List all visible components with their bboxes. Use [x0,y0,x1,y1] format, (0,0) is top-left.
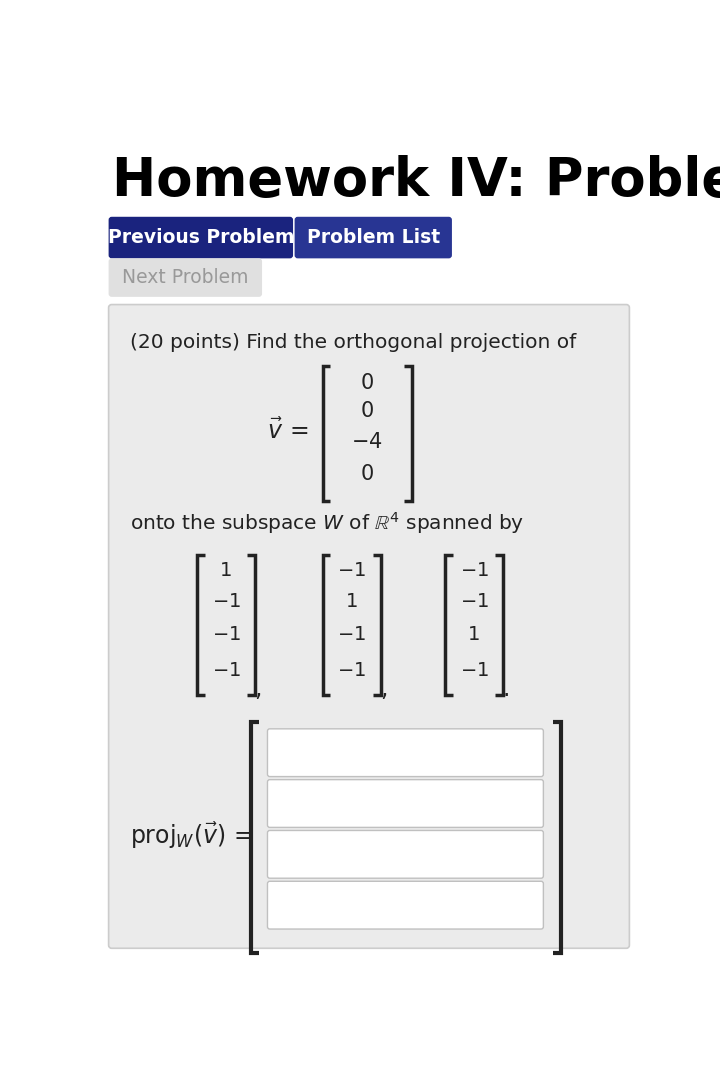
Text: $-1$: $-1$ [459,591,488,611]
Text: $-1$: $-1$ [337,661,366,679]
FancyBboxPatch shape [267,729,544,776]
FancyBboxPatch shape [109,258,262,297]
Text: Previous Problem: Previous Problem [107,228,294,247]
FancyBboxPatch shape [267,831,544,878]
Text: 0: 0 [361,401,374,420]
Text: ,: , [380,677,387,701]
Text: Problem List: Problem List [307,228,440,247]
FancyBboxPatch shape [294,217,452,258]
Text: 0: 0 [361,373,374,393]
Text: Next Problem: Next Problem [122,268,248,287]
Text: $-1$: $-1$ [337,561,366,579]
Text: $-1$: $-1$ [212,626,240,644]
Text: $-1$: $-1$ [459,561,488,579]
FancyBboxPatch shape [267,779,544,828]
Text: $-1$: $-1$ [337,626,366,644]
FancyBboxPatch shape [267,882,544,929]
Text: ,: , [254,677,262,701]
Text: .: . [503,677,510,701]
Text: (20 points) Find the orthogonal projection of: (20 points) Find the orthogonal projecti… [130,333,577,352]
Text: $\vec{v}\,=$: $\vec{v}\,=$ [267,419,309,444]
Text: onto the subspace $W$ of $\mathbb{R}^4$ spanned by: onto the subspace $W$ of $\mathbb{R}^4$ … [130,511,525,536]
FancyBboxPatch shape [109,217,293,258]
Text: $\mathrm{proj}_W(\vec{v})\,=$: $\mathrm{proj}_W(\vec{v})\,=$ [130,820,253,851]
Text: $-1$: $-1$ [459,661,488,679]
Text: 1: 1 [220,561,232,579]
Text: Homework IV: Problem 5: Homework IV: Problem 5 [112,156,720,207]
Text: 1: 1 [468,626,480,644]
Text: 1: 1 [346,591,358,611]
Text: 0: 0 [361,464,374,484]
Text: $-1$: $-1$ [212,591,240,611]
Text: $-1$: $-1$ [212,661,240,679]
Text: $-4$: $-4$ [351,432,383,452]
FancyBboxPatch shape [109,304,629,948]
